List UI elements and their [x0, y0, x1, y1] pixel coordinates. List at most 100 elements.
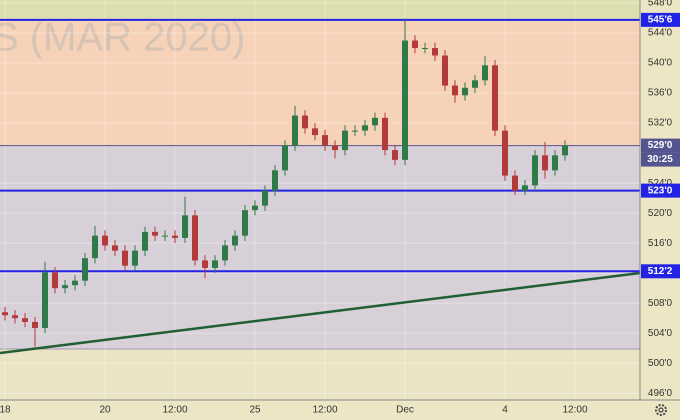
candle-body: [222, 245, 228, 261]
candle-body: [192, 215, 198, 261]
candle-body: [122, 250, 128, 266]
candle-body: [502, 130, 508, 176]
candle-body: [252, 205, 258, 211]
x-tick-label: 12:00: [312, 405, 337, 416]
candle-body: [322, 135, 328, 146]
x-tick-label: 20: [99, 405, 111, 416]
level-label: 529'0: [648, 140, 673, 151]
level-tag: [641, 12, 680, 27]
candle-body: [382, 117, 388, 151]
y-tick-label: 532'0: [648, 118, 673, 129]
candle-body: [22, 318, 28, 322]
candle-body: [2, 312, 8, 316]
candle-body: [162, 235, 168, 237]
level-tag: [641, 264, 680, 279]
candle-body: [132, 250, 138, 266]
x-tick-label: 25: [249, 405, 261, 416]
candle-body: [292, 115, 298, 146]
candle-body: [492, 65, 498, 131]
candle-body: [172, 235, 178, 238]
x-tick-label: 18: [0, 405, 11, 416]
candle-body: [302, 115, 308, 129]
candle-body: [452, 85, 458, 96]
candle-body: [282, 145, 288, 171]
candle-body: [242, 210, 248, 236]
y-tick-label: 520'0: [648, 208, 673, 219]
candle-body: [522, 185, 528, 191]
x-tick-label: Dec: [396, 405, 414, 416]
candle-body: [442, 55, 448, 86]
candle-body: [372, 117, 378, 126]
trend-line: [0, 271, 641, 355]
candle-body: [562, 145, 568, 156]
y-tick-label: 540'0: [648, 58, 673, 69]
candle-body: [52, 272, 58, 289]
candle-body: [32, 321, 38, 328]
candle-body: [512, 175, 518, 191]
candle-body: [112, 245, 118, 251]
candle-body: [62, 285, 68, 289]
candle-body: [202, 260, 208, 268]
candle-body: [412, 40, 418, 49]
x-tick-label: 12:00: [162, 405, 187, 416]
candle-body: [332, 145, 338, 151]
y-tick-label: 504'0: [648, 328, 673, 339]
candle-body: [212, 260, 218, 268]
candle-body: [312, 128, 318, 136]
candle-body: [432, 48, 438, 56]
candle-body: [232, 235, 238, 246]
candle-body: [152, 231, 158, 236]
y-axis-bg: [640, 0, 680, 420]
candle-body: [272, 170, 278, 191]
gear-hub[interactable]: [658, 407, 664, 413]
y-tick-label: 548'0: [648, 0, 673, 9]
level-tag: [641, 138, 680, 153]
countdown-tag: [641, 152, 680, 167]
x-tick-label: 4: [502, 405, 508, 416]
y-tick-label: 524'0: [648, 178, 673, 189]
watermark: S (MAR 2020): [0, 16, 245, 60]
candle-body: [552, 155, 558, 171]
candles: [2, 18, 568, 347]
candle-body: [392, 150, 398, 160]
x-tick-label: 12:00: [562, 405, 587, 416]
countdown: 30:25: [647, 154, 673, 165]
level-label: 545'6: [648, 15, 673, 26]
candle-body: [12, 315, 18, 319]
candle-body: [102, 235, 108, 246]
candle-body: [92, 235, 98, 259]
x-axis-bg: [0, 400, 680, 420]
candle-body: [482, 65, 488, 81]
settings-icon[interactable]: [655, 404, 667, 416]
candle-body: [352, 130, 358, 132]
candle-body: [532, 155, 538, 186]
candle-body: [42, 272, 48, 328]
level-tag: [641, 183, 680, 198]
candle-body: [472, 80, 478, 88]
candle-body: [462, 87, 468, 96]
y-tick-label: 544'0: [648, 28, 673, 39]
y-tick-label: 516'0: [648, 238, 673, 249]
levels: [0, 18, 640, 273]
y-tick-label: 536'0: [648, 88, 673, 99]
level-label: 523'0: [648, 185, 673, 196]
top-zone: [0, 0, 640, 20]
candle-body: [542, 155, 548, 171]
candle-body: [262, 190, 268, 206]
candle-body: [342, 130, 348, 151]
y-tick-label: 496'0: [648, 388, 673, 399]
candle-body: [142, 231, 148, 251]
candle-body: [72, 280, 78, 286]
gear[interactable]: [655, 404, 667, 416]
candle-body: [362, 125, 368, 131]
y-tick-label: 500'0: [648, 358, 673, 369]
resistance-zone: [0, 19, 640, 146]
level-label: 512'2: [648, 266, 673, 277]
candle-body: [82, 258, 88, 281]
candle-body: [182, 215, 188, 238]
candle-body: [402, 40, 408, 160]
y-tick-label: 508'0: [648, 298, 673, 309]
lower-zone: [0, 349, 640, 400]
